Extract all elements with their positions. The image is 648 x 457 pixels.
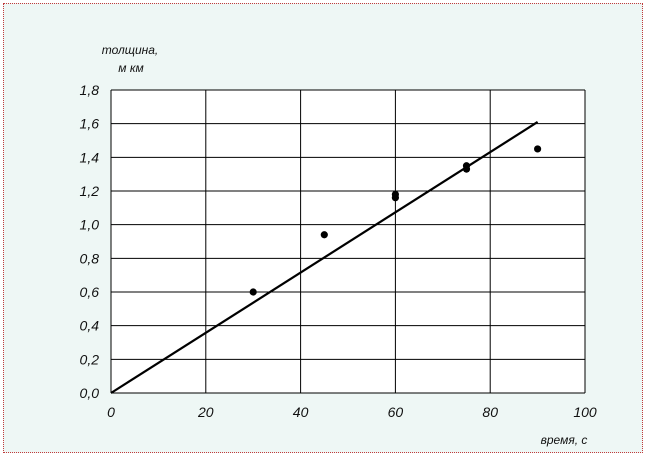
- data-point: [391, 190, 399, 198]
- data-point: [320, 231, 328, 239]
- chart-frame: 0 20 40 60 80 100 0,0 0,2 0,4 0,6 0,8 1,0 1,2 1,4 1,6…: [3, 3, 643, 453]
- y-tick-label: 1,4: [80, 149, 100, 165]
- x-tick-label: 0: [107, 404, 115, 420]
- x-tick-label: 60: [388, 404, 404, 420]
- x-axis-title: время, с: [541, 433, 588, 447]
- y-tick-label: 0,4: [80, 318, 100, 334]
- x-tick-labels: 0 20 40 60 80 100: [107, 404, 597, 420]
- data-point: [462, 162, 471, 170]
- data-point: [534, 145, 542, 153]
- chart: 0 20 40 60 80 100 0,0 0,2 0,4 0,6 0,8 1,0 1,2 1,4 1,6…: [80, 43, 597, 447]
- y-tick-label: 1,2: [80, 183, 100, 199]
- y-tick-label: 1,8: [80, 82, 100, 98]
- x-tick-label: 80: [482, 404, 498, 420]
- y-tick-label: 1,0: [80, 217, 100, 233]
- y-axis-title-line1: толщина,: [102, 43, 159, 57]
- grid-lines: [110, 89, 586, 394]
- x-tick-label: 100: [573, 404, 597, 420]
- y-tick-label: 0,2: [80, 351, 100, 367]
- data-point: [249, 288, 257, 296]
- y-tick-label: 0,8: [80, 250, 100, 266]
- y-tick-label: 0,6: [80, 284, 100, 300]
- y-tick-label: 1,6: [80, 116, 100, 132]
- x-tick-label: 40: [293, 404, 309, 420]
- y-axis-title-line2: м км: [118, 61, 143, 75]
- data-points: [249, 145, 542, 296]
- y-tick-label: 0,0: [80, 385, 100, 401]
- x-tick-label: 20: [197, 404, 214, 420]
- y-tick-labels: 0,0 0,2 0,4 0,6 0,8 1,0 1,2 1,4 1,6 1,8: [80, 82, 100, 401]
